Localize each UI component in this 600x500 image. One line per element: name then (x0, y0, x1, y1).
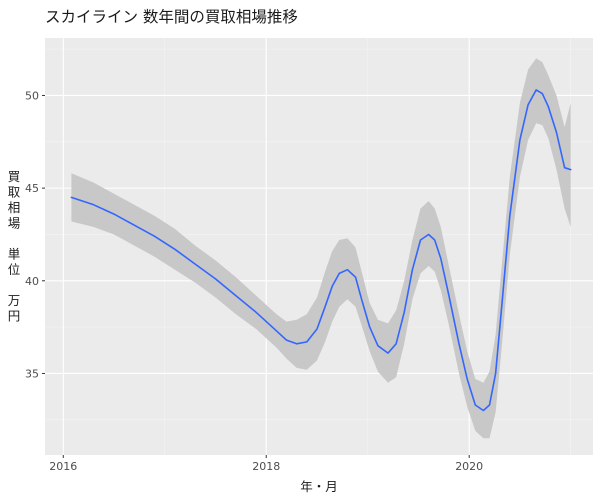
confidence-band (71, 58, 571, 439)
y-axis-title-char: 単 (8, 246, 21, 261)
y-tick-label: 50 (25, 89, 39, 102)
x-tick-label: 2020 (455, 460, 483, 473)
y-axis-title-char: 円 (8, 308, 21, 323)
y-axis-title-char: 万 (8, 293, 21, 308)
y-axis-title-char: 相 (8, 200, 21, 215)
y-axis-ticks: 35 40 45 50 (25, 89, 45, 380)
y-tick-label: 40 (25, 275, 39, 288)
x-tick-label: 2016 (49, 460, 77, 473)
trend-line (70, 89, 572, 412)
y-axis-title-char: 位 (8, 262, 21, 277)
y-tick-label: 35 (25, 367, 39, 380)
y-axis-title-char: 取 (8, 184, 21, 199)
x-axis-ticks: 2016 2018 2020 (49, 455, 483, 473)
x-axis-title: 年・月 (300, 479, 338, 494)
y-tick-label: 45 (25, 182, 39, 195)
y-axis-title-char: 買 (8, 169, 21, 184)
y-axis-title-char: 場 (8, 215, 21, 230)
x-tick-label: 2018 (252, 460, 280, 473)
chart-title: スカイライン 数年間の買取相場推移 (45, 8, 298, 26)
